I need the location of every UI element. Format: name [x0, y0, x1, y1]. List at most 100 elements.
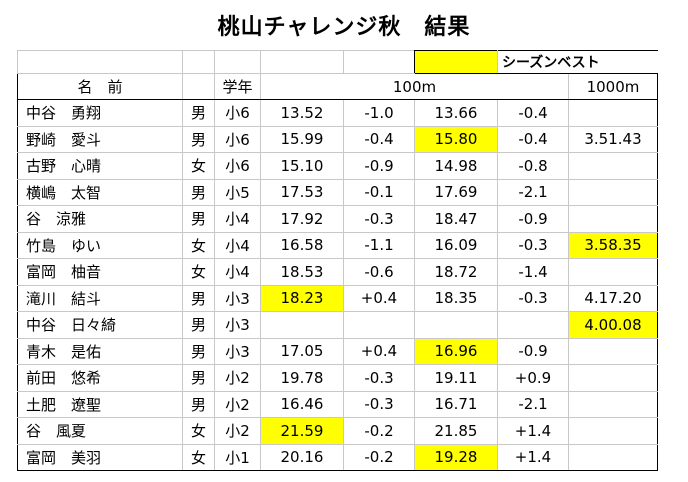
wind-100m-2: -0.4 [497, 125, 569, 153]
page-title: 桃山チャレンジ秋 結果 [217, 15, 471, 40]
table-row: 富岡 柚音女小4 18.53 -0.6 18.72 -1.4 [17, 258, 658, 286]
time-1000m [568, 152, 658, 180]
athlete-name: 谷 風夏 [17, 417, 183, 445]
athlete-name: 富岡 美羽 [17, 443, 183, 471]
athlete-name: 野崎 愛斗 [17, 125, 183, 153]
time-1000m [568, 178, 658, 206]
wind-100m-2: +0.9 [497, 364, 569, 392]
header-1000m: 1000m [568, 73, 658, 100]
time-100m-1: 18.23 [260, 284, 344, 312]
time-100m-1: 18.53 [260, 258, 344, 286]
wind-100m-1: -0.4 [343, 125, 415, 153]
time-1000m [568, 390, 658, 418]
time-100m-2: 16.71 [414, 390, 498, 418]
gender-cell: 男 [182, 284, 215, 312]
time-100m-1 [260, 311, 344, 339]
wind-100m-2: -0.4 [497, 99, 569, 127]
gender-cell: 男 [182, 205, 215, 233]
wind-100m-2: -0.3 [497, 284, 569, 312]
grade-cell: 小4 [214, 231, 261, 259]
table-row: 中谷 日々綺男小3 4.00.08 [17, 311, 658, 339]
wind-100m-1: -1.0 [343, 99, 415, 127]
header-blank [214, 50, 261, 74]
wind-100m-1: -0.2 [343, 417, 415, 445]
gender-cell: 女 [182, 443, 215, 471]
athlete-name: 中谷 日々綺 [17, 311, 183, 339]
time-100m-1: 17.92 [260, 205, 344, 233]
table-row: 横嶋 太智男小5 17.53 -0.1 17.69 -2.1 [17, 178, 658, 206]
time-100m-1: 21.59 [260, 417, 344, 445]
table-row: 野崎 愛斗男小6 15.99 -0.4 15.80 -0.4 3.51.43 [17, 125, 658, 153]
gender-cell: 男 [182, 99, 215, 127]
time-100m-2: 16.96 [414, 337, 498, 365]
time-100m-2 [414, 311, 498, 339]
time-1000m [568, 443, 658, 471]
grade-cell: 小4 [214, 205, 261, 233]
grade-cell: 小5 [214, 178, 261, 206]
wind-100m-1: -0.3 [343, 364, 415, 392]
header-100m: 100m [260, 73, 569, 100]
time-100m-1: 19.78 [260, 364, 344, 392]
athlete-name: 土肥 遼聖 [17, 390, 183, 418]
header-blank [182, 50, 215, 74]
header-name: 名 前 [17, 73, 183, 100]
table-row: 富岡 美羽女小1 20.16 -0.2 19.28 +1.4 [17, 443, 658, 471]
table-row: 滝川 結斗男小3 18.23 +0.4 18.35 -0.3 4.17.20 [17, 284, 658, 312]
wind-100m-1: -0.6 [343, 258, 415, 286]
grade-cell: 小3 [214, 311, 261, 339]
gender-cell: 女 [182, 231, 215, 259]
time-100m-2: 21.85 [414, 417, 498, 445]
table-row: 竹島 ゆい女小4 16.58 -1.1 16.09 -0.3 3.58.35 [17, 231, 658, 259]
time-100m-2: 14.98 [414, 152, 498, 180]
wind-100m-1 [343, 311, 415, 339]
header-blank [343, 50, 415, 74]
wind-100m-1: -0.2 [343, 443, 415, 471]
time-100m-1: 17.05 [260, 337, 344, 365]
grade-cell: 小6 [214, 99, 261, 127]
gender-cell: 男 [182, 390, 215, 418]
athlete-name: 古野 心晴 [17, 152, 183, 180]
time-1000m: 4.17.20 [568, 284, 658, 312]
time-100m-2: 15.80 [414, 125, 498, 153]
wind-100m-1: -0.9 [343, 152, 415, 180]
legend-row: シーズンベスト [17, 50, 658, 74]
time-1000m: 4.00.08 [568, 311, 658, 339]
legend-label: シーズンベスト [497, 50, 658, 74]
table-row: 谷 風夏女小2 21.59 -0.2 21.85 +1.4 [17, 417, 658, 445]
time-1000m [568, 337, 658, 365]
grade-cell: 小3 [214, 284, 261, 312]
athlete-name: 谷 涼雅 [17, 205, 183, 233]
gender-cell: 男 [182, 178, 215, 206]
time-100m-1: 16.58 [260, 231, 344, 259]
athlete-name: 青木 是佑 [17, 337, 183, 365]
time-1000m [568, 99, 658, 127]
column-header-row: 名 前 学年 100m 1000m [17, 73, 658, 100]
wind-100m-2: -2.1 [497, 390, 569, 418]
wind-100m-1: -0.3 [343, 390, 415, 418]
time-100m-2: 16.09 [414, 231, 498, 259]
time-100m-1: 20.16 [260, 443, 344, 471]
table-row: 谷 涼雅男小4 17.92 -0.3 18.47 -0.9 [17, 205, 658, 233]
time-1000m: 3.51.43 [568, 125, 658, 153]
wind-100m-2: -0.3 [497, 231, 569, 259]
gender-cell: 女 [182, 417, 215, 445]
table-row: 青木 是佑男小3 17.05 +0.4 16.96 -0.9 [17, 337, 658, 365]
time-100m-2: 17.69 [414, 178, 498, 206]
time-1000m [568, 258, 658, 286]
gender-cell: 女 [182, 258, 215, 286]
gender-cell: 男 [182, 337, 215, 365]
wind-100m-1: -0.3 [343, 205, 415, 233]
time-100m-2: 19.28 [414, 443, 498, 471]
athlete-name: 前田 悠希 [17, 364, 183, 392]
wind-100m-2: -0.9 [497, 205, 569, 233]
time-1000m: 3.58.35 [568, 231, 658, 259]
grade-cell: 小2 [214, 364, 261, 392]
gender-cell: 男 [182, 311, 215, 339]
athlete-name: 中谷 勇翔 [17, 99, 183, 127]
athlete-name: 横嶋 太智 [17, 178, 183, 206]
header-grade: 学年 [214, 73, 261, 100]
wind-100m-2 [497, 311, 569, 339]
results-table: シーズンベスト 名 前 学年 100m 1000m 中谷 勇翔男小6 13.52-… [17, 50, 658, 471]
table-row: 中谷 勇翔男小6 13.52 -1.0 13.66 -0.4 [17, 99, 658, 127]
